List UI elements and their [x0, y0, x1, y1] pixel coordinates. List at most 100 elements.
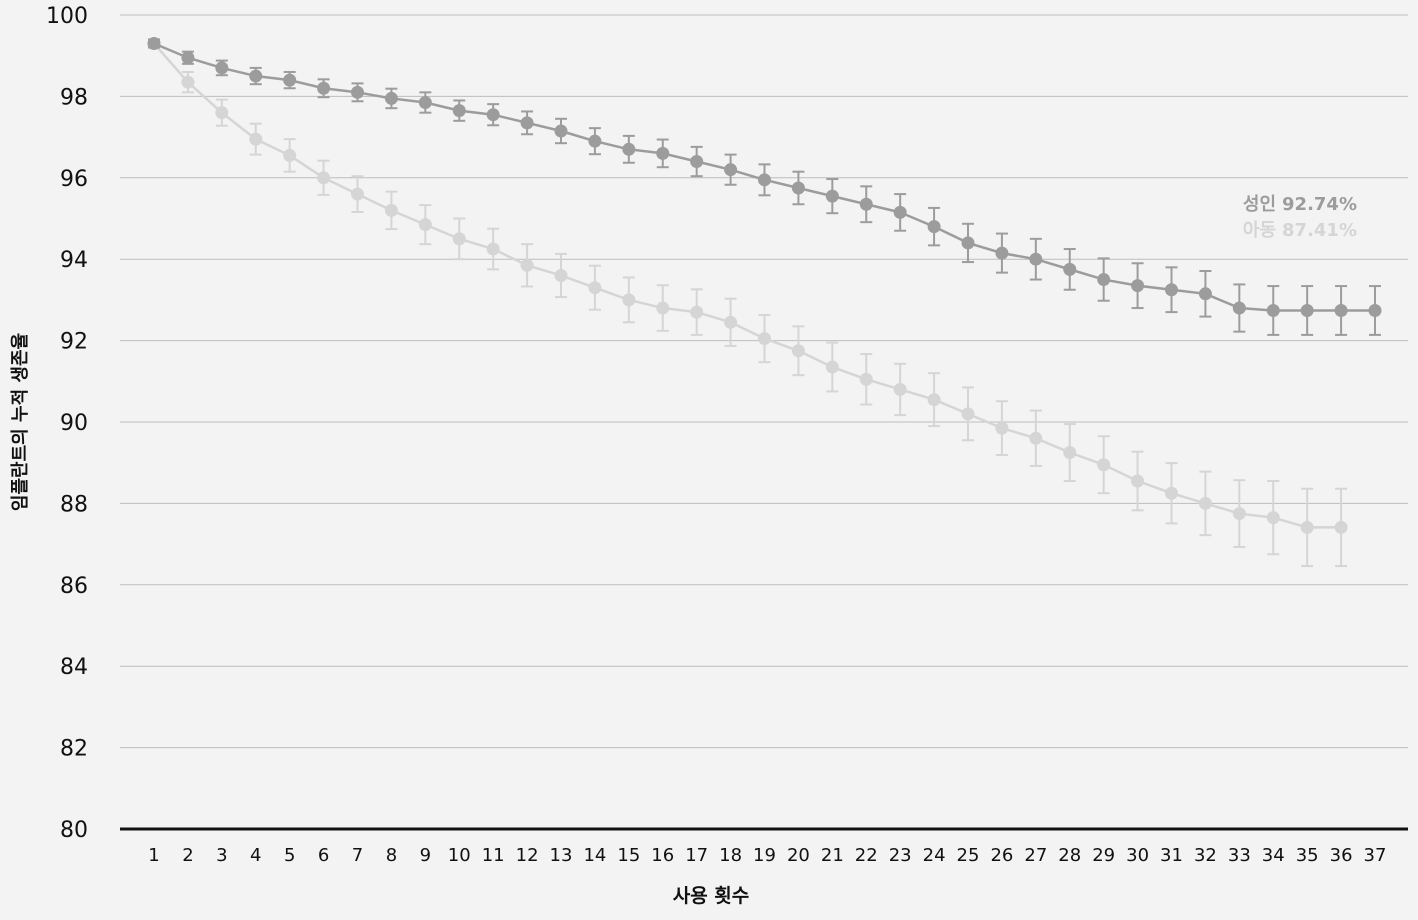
x-tick-label: 30 — [1126, 845, 1149, 866]
x-tick-label: 11 — [482, 845, 505, 866]
marker — [1131, 279, 1145, 293]
marker — [1232, 301, 1246, 315]
end-label: 성인 92.74% — [1243, 194, 1357, 215]
x-tick-label: 9 — [420, 845, 431, 866]
marker — [893, 382, 907, 396]
marker — [317, 81, 331, 95]
x-tick-label: 27 — [1024, 845, 1047, 866]
x-tick-label: 36 — [1330, 845, 1353, 866]
marker — [351, 187, 364, 201]
marker — [825, 189, 839, 203]
marker — [351, 85, 364, 99]
marker — [859, 197, 873, 211]
y-tick-label: 84 — [60, 655, 88, 680]
marker — [1198, 496, 1212, 510]
x-tick-label: 21 — [821, 845, 844, 866]
line — [153, 42, 1342, 529]
marker — [995, 246, 1009, 260]
marker — [384, 91, 398, 105]
marker — [1300, 303, 1314, 317]
x-tick-label: 7 — [352, 845, 363, 866]
series — [147, 36, 1382, 336]
x-tick-label: 29 — [1092, 845, 1115, 866]
marker — [961, 407, 975, 421]
y-tick-label: 94 — [60, 248, 88, 273]
marker — [690, 155, 704, 169]
x-tick-label: 18 — [719, 845, 742, 866]
y-tick-label: 92 — [60, 330, 88, 355]
x-tick-label: 19 — [753, 845, 776, 866]
marker — [1063, 446, 1077, 460]
marker — [622, 142, 636, 156]
marker — [554, 124, 568, 138]
x-tick-label: 32 — [1194, 845, 1217, 866]
marker — [486, 108, 500, 122]
marker — [147, 36, 161, 50]
x-tick-label: 12 — [516, 845, 539, 866]
marker — [384, 203, 398, 217]
marker — [520, 116, 534, 130]
marker — [249, 69, 263, 83]
series-name: 아동 — [1243, 220, 1276, 241]
marker — [791, 344, 805, 358]
marker — [656, 301, 670, 315]
marker — [927, 393, 941, 407]
marker — [1334, 520, 1348, 534]
marker — [1198, 287, 1212, 301]
x-tick-label: 17 — [685, 845, 708, 866]
x-tick-label: 15 — [617, 845, 640, 866]
marker — [791, 181, 805, 195]
y-tick-label: 96 — [60, 167, 88, 192]
marker — [1165, 283, 1178, 297]
x-tick-label: 16 — [651, 845, 674, 866]
y-tick-label: 90 — [60, 411, 88, 436]
y-tick-label: 80 — [60, 818, 88, 843]
x-tick-label: 20 — [787, 845, 810, 866]
x-axis-label: 사용 횟수 — [673, 885, 750, 907]
x-tick-label: 14 — [583, 845, 606, 866]
marker — [758, 332, 771, 346]
x-tick-label: 26 — [990, 845, 1013, 866]
x-tick-label: 5 — [284, 845, 295, 866]
marker — [588, 281, 602, 295]
y-tick-label: 86 — [60, 574, 88, 599]
x-tick-label: 33 — [1228, 845, 1251, 866]
marker — [724, 315, 738, 329]
marker — [283, 73, 297, 87]
x-tick-label: 37 — [1364, 845, 1387, 866]
x-tick-label: 3 — [216, 845, 227, 866]
marker — [1368, 303, 1382, 317]
end-value: 92.74% — [1282, 194, 1357, 215]
marker — [215, 106, 229, 120]
x-tick-label: 4 — [250, 845, 261, 866]
x-tick-label: 34 — [1262, 845, 1285, 866]
marker — [317, 171, 331, 185]
marker — [215, 61, 229, 75]
marker — [1165, 486, 1178, 500]
marker — [588, 134, 602, 148]
y-tick-label: 100 — [46, 4, 88, 29]
marker — [995, 421, 1009, 435]
end-value: 87.41% — [1282, 220, 1357, 241]
marker — [1097, 458, 1111, 472]
marker — [181, 75, 195, 89]
marker — [724, 163, 738, 177]
x-tick-label: 23 — [889, 845, 912, 866]
x-tick-label: 10 — [448, 845, 471, 866]
y-tick-label: 82 — [60, 737, 88, 762]
marker — [249, 132, 263, 146]
x-tick-label: 13 — [550, 845, 573, 866]
x-tick-label: 22 — [855, 845, 878, 866]
x-tick-label: 24 — [923, 845, 946, 866]
marker — [1063, 262, 1077, 276]
marker — [283, 148, 297, 162]
x-tick-label: 25 — [957, 845, 980, 866]
x-tick-label: 2 — [182, 845, 193, 866]
marker — [520, 258, 534, 272]
marker — [1131, 474, 1145, 488]
marker — [690, 305, 704, 319]
end-label: 아동 87.41% — [1243, 220, 1357, 241]
y-tick-label: 98 — [60, 85, 88, 110]
marker — [1334, 303, 1348, 317]
